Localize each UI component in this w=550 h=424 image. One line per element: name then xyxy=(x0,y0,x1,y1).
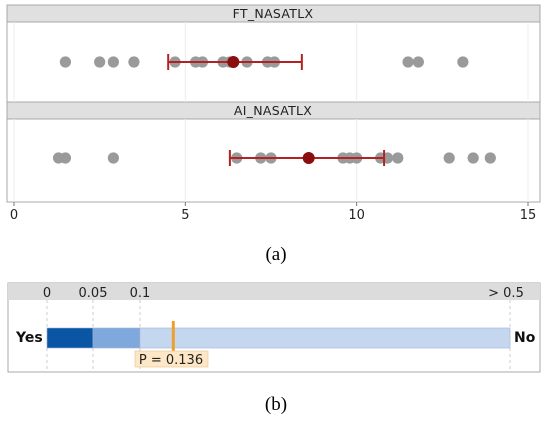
caption-a: (a) xyxy=(265,244,286,265)
strip-title-ai: AI_NASATLX xyxy=(234,103,312,118)
strip-header-ft xyxy=(6,4,541,23)
ci-ft xyxy=(167,54,303,70)
pvalue-header xyxy=(8,283,540,300)
data-point xyxy=(59,56,71,68)
data-point xyxy=(412,56,424,68)
ci-ai xyxy=(228,150,386,166)
data-point xyxy=(107,56,119,68)
data-point xyxy=(484,152,496,164)
pvalue-label-box xyxy=(134,350,209,368)
yes-label: Yes xyxy=(15,330,43,346)
pvalue-segment xyxy=(46,327,94,349)
scale-tick-label: 0 xyxy=(43,286,51,301)
pvalue-segment xyxy=(92,327,141,349)
pvalue-marker: P = 0.136 xyxy=(134,321,209,368)
pvalue-bar xyxy=(46,327,511,349)
scale-tick-label: > 0.5 xyxy=(488,286,524,301)
data-point xyxy=(94,56,106,68)
data-point xyxy=(107,152,119,164)
scale-tick-label: 0.05 xyxy=(79,286,108,301)
x-tick-label: 5 xyxy=(181,208,189,223)
data-point xyxy=(128,56,140,68)
strip-header-ai xyxy=(6,101,541,120)
points-ft xyxy=(59,56,469,68)
x-tick-label: 10 xyxy=(348,208,365,223)
data-point xyxy=(392,152,404,164)
dotplot-panel: FT_NASATLX AI_NASATLX 0 5 10 15 xyxy=(6,4,541,223)
pvalue-segment xyxy=(139,327,511,349)
data-point xyxy=(59,152,71,164)
scale-tick-label: 0.1 xyxy=(130,286,151,301)
no-label: No xyxy=(514,330,536,346)
scale-ticks: 0 0.05 0.1 > 0.5 xyxy=(43,286,524,372)
pvalue-panel: 0 0.05 0.1 > 0.5 Yes No P = 0.136 xyxy=(7,282,541,373)
x-tick-label: 0 xyxy=(10,208,18,223)
x-axis: 0 5 10 15 xyxy=(10,202,536,223)
strip-title-ft: FT_NASATLX xyxy=(233,6,314,21)
mean-point xyxy=(227,56,240,68)
caption-b: (b) xyxy=(265,394,287,415)
data-point xyxy=(457,56,469,68)
pvalue-label: P = 0.136 xyxy=(139,353,203,368)
x-tick-label: 15 xyxy=(520,208,537,223)
mean-point xyxy=(302,152,315,164)
data-point xyxy=(443,152,455,164)
data-point xyxy=(467,152,479,164)
data-point xyxy=(402,56,414,68)
